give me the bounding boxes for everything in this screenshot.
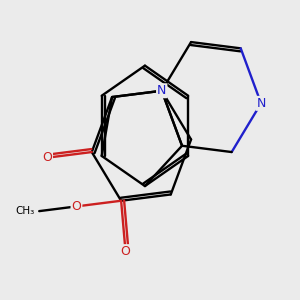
Text: CH₃: CH₃: [16, 206, 35, 216]
Text: O: O: [42, 151, 52, 164]
Text: N: N: [157, 84, 166, 97]
Text: O: O: [71, 200, 81, 213]
Text: O: O: [121, 245, 130, 258]
Text: N: N: [256, 97, 266, 110]
